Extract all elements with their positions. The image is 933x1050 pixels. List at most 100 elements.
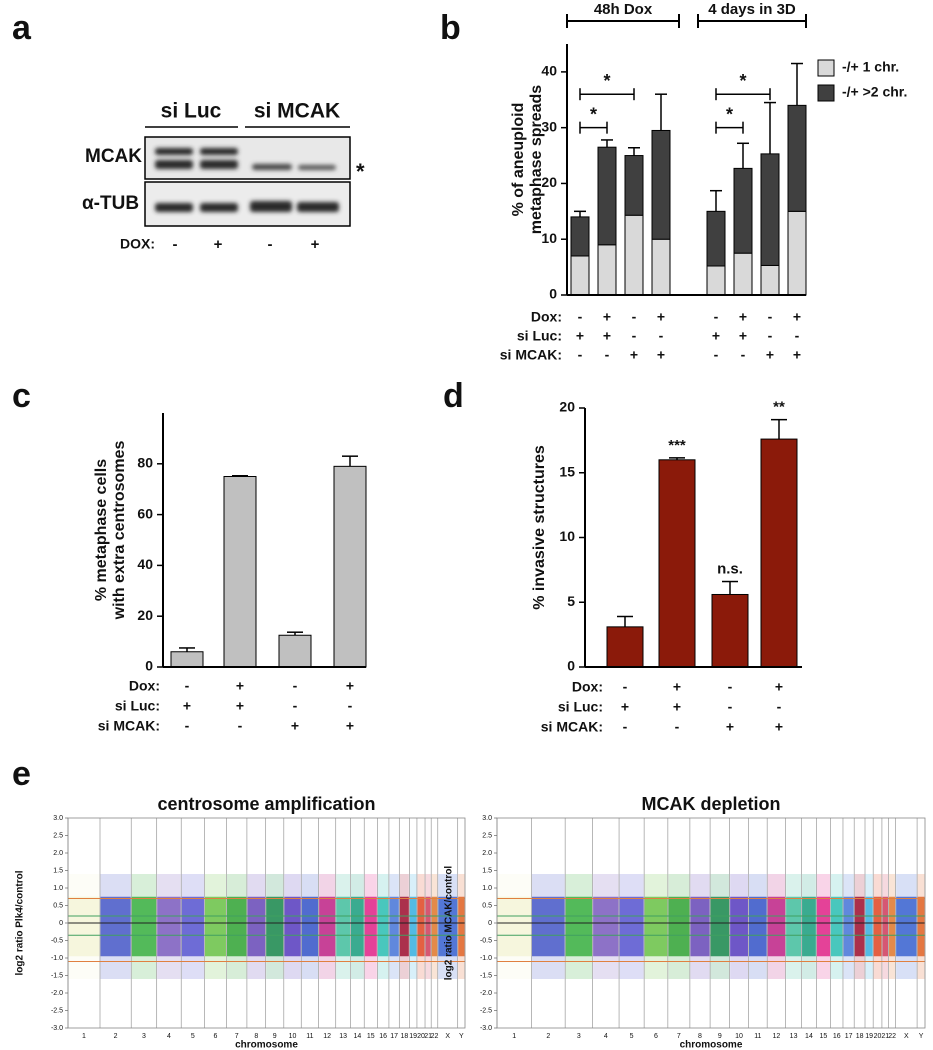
condition-sign: - (632, 328, 637, 344)
condition-sign: + (346, 718, 354, 734)
chromosome-label: 20 (874, 1033, 882, 1040)
y-tick-label: -3.0 (480, 1025, 492, 1032)
bar (223, 476, 257, 668)
condition-sign: - (632, 309, 637, 325)
chromosome-label: 5 (630, 1033, 634, 1040)
chromosome-band (431, 896, 438, 957)
y-tick-label: -2.0 (51, 990, 63, 997)
condition-sign: - (768, 328, 773, 344)
chromosome-band (399, 896, 409, 957)
chromosome-label: 7 (677, 1033, 681, 1040)
dox-label: DOX: (120, 236, 155, 252)
condition-label: si Luc: (115, 698, 160, 714)
y-tick-label: 2.5 (482, 832, 492, 839)
bar (170, 651, 204, 668)
chromosome-label: 19 (409, 1033, 417, 1040)
condition-sign: + (726, 719, 734, 735)
chromosome-band (497, 896, 532, 957)
error-bar (574, 210, 586, 217)
chromosome-band (730, 896, 748, 957)
panel-label: e (12, 755, 31, 793)
chromosome-band (854, 896, 865, 957)
condition-sign: + (766, 347, 774, 363)
y-tick-label: 2.0 (53, 850, 63, 857)
chromosome-label: 9 (718, 1033, 722, 1040)
error-bar (764, 101, 776, 154)
error-bar (655, 93, 667, 131)
panel-label: d (443, 377, 464, 415)
legend-label: -/+ 1 chr. (842, 59, 899, 75)
band (155, 148, 193, 155)
x-axis-label: chromosome (235, 1040, 298, 1050)
y-axis-label: log2 ratio MCAK/control (444, 866, 455, 981)
y-tick-label: 1.0 (53, 885, 63, 892)
condition-label: Dox: (572, 679, 603, 695)
error-bar (232, 474, 248, 477)
condition-sign: + (775, 679, 783, 695)
chromosome-label: 17 (390, 1033, 398, 1040)
y-tick-label: 2.5 (53, 832, 63, 839)
y-tick-label: 1.5 (482, 867, 492, 874)
chromosome-label: 18 (856, 1033, 864, 1040)
error-bar (710, 189, 722, 212)
chromosome-label: 13 (790, 1033, 798, 1040)
bands (155, 148, 339, 212)
chromosome-label: 13 (339, 1033, 347, 1040)
y-tick-label: 0 (567, 658, 575, 674)
condition-sign: + (236, 698, 244, 714)
chromosome-band (843, 896, 854, 957)
chromosome-band (802, 896, 816, 957)
chromosome-band (565, 896, 593, 957)
chromosome-band (301, 896, 319, 957)
condition-sign: + (673, 699, 681, 715)
chromosome-band (266, 896, 284, 957)
group-label: 4 days in 3D (708, 1, 796, 18)
condition-sign: - (741, 347, 746, 363)
chromosome-label: 22 (888, 1033, 896, 1040)
condition-label: si Luc: (517, 328, 562, 344)
y-tick-label: -0.5 (51, 937, 63, 944)
y-tick-label: 1.5 (53, 867, 63, 874)
band-marker: * (356, 159, 365, 184)
sig-label: * (726, 104, 733, 124)
chromosome-label: 19 (865, 1033, 873, 1040)
y-tick-label: 80 (137, 455, 153, 471)
condition-sign: + (793, 347, 801, 363)
chromosome-label: 21 (881, 1033, 889, 1040)
bar (658, 459, 696, 668)
y-axis-label: with extra centrosomes (111, 441, 128, 621)
condition-sign: - (293, 698, 298, 714)
chromosome-band (284, 896, 301, 957)
bar-segment (760, 153, 780, 266)
blot-box (144, 136, 351, 180)
bar (606, 626, 644, 668)
condition-sign: + (712, 328, 720, 344)
condition-label: si MCAK: (98, 718, 160, 734)
y-tick-label: -2.0 (480, 990, 492, 997)
bar-segment (570, 255, 590, 296)
error-bar (179, 647, 195, 652)
y-tick-label: 0 (59, 920, 63, 927)
y-tick-label: 0 (488, 920, 492, 927)
chromosome-label: 1 (82, 1033, 86, 1040)
annotation: n.s. (717, 560, 743, 577)
bar-segment (733, 167, 753, 254)
band (298, 165, 336, 170)
chromosome-label: 5 (191, 1033, 195, 1040)
y-tick-label: 15 (559, 463, 575, 479)
chromosome-label: X (904, 1033, 909, 1040)
condition-sign: - (185, 718, 190, 734)
condition-sign: - (185, 678, 190, 694)
bar-segment (787, 104, 807, 212)
bar (333, 465, 367, 668)
chromosome-label: 6 (214, 1033, 218, 1040)
bar (278, 634, 312, 668)
chromosome-label: 17 (845, 1033, 853, 1040)
chromosome-label: X (445, 1033, 450, 1040)
condition-sign: + (775, 719, 783, 735)
condition-sign: + (739, 309, 747, 325)
condition-sign: - (728, 679, 733, 695)
chromosome-label: 3 (142, 1033, 146, 1040)
condition-sign: + (603, 309, 611, 325)
y-tick-label: 5 (567, 593, 575, 609)
